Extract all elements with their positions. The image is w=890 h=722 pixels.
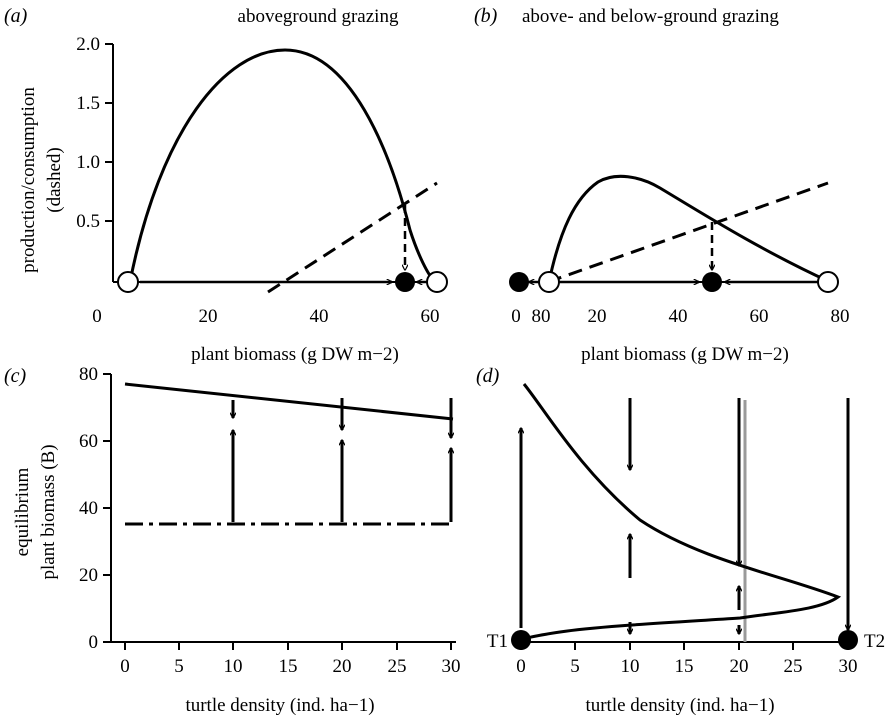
panel-c-xtick-label: 20 [333, 656, 352, 677]
panel-a-ytick-label: 2.0 [76, 34, 100, 55]
panel-a-xtick-label: 40 [310, 306, 329, 327]
panel-a-letter: (a) [4, 5, 28, 27]
panel-b-production-curve [547, 174, 831, 284]
panel-a-production-curve [128, 48, 437, 284]
panel-c-yticks: 0 20 40 60 80 [79, 364, 111, 653]
panel-b-equilibria [509, 271, 839, 293]
panel-a-xticks: 0 20 40 60 80 [92, 306, 550, 327]
panel-a-ytick-label: 0.5 [76, 211, 100, 232]
stable-equilibrium-point [509, 272, 529, 292]
panel-c-ylabel-line1: equilibrium [12, 467, 33, 556]
panel-b-xtick-label: 60 [750, 306, 769, 327]
panel-d-equilibrium-curve [520, 383, 842, 642]
point-t1-label: T1 [487, 631, 508, 652]
panel-b-xtick-label: 40 [669, 306, 688, 327]
point-t1 [511, 630, 531, 650]
panel-c-xlabel: turtle density (ind. ha−1) [185, 695, 374, 716]
panel-a-xtick-label: 0 [92, 306, 102, 327]
panel-c-stable-equilibrium-line [124, 382, 454, 421]
panel-c-xticks: 0 5 10 15 20 25 30 [120, 642, 461, 677]
panel-b-xticks: 0 20 40 60 80 [511, 306, 849, 327]
panel-b-xtick-label: 0 [511, 306, 521, 327]
panel-d-xtick-label: 10 [621, 656, 640, 677]
panel-a-title: aboveground grazing [238, 6, 399, 27]
panel-c-ytick-label: 0 [89, 632, 99, 653]
panel-d-xticks: 0 5 10 15 20 25 30 [516, 642, 858, 677]
panel-a-ylabel-line1: production/consumption [18, 87, 39, 273]
panel-a-xtick-label: 20 [199, 306, 218, 327]
unstable-equilibrium-point [117, 271, 139, 293]
panel-b-title: above- and below-ground grazing [522, 6, 779, 27]
panel-b-xtick-label: 80 [831, 306, 850, 327]
panel-c-ytick-label: 40 [79, 498, 98, 519]
panel-d-xtick-label: 20 [730, 656, 749, 677]
panel-a: (a) aboveground grazing production/consu… [4, 5, 551, 365]
panel-a-equilibria [117, 271, 448, 293]
panel-d-xlabel: turtle density (ind. ha−1) [585, 695, 774, 716]
panel-c-curves [124, 382, 454, 526]
stable-equilibrium-point [702, 272, 722, 292]
panel-a-xlabel: plant biomass (g DW m−2) [191, 344, 399, 365]
panel-d-xtick-label: 0 [516, 656, 526, 677]
panel-c-xtick-label: 10 [224, 656, 243, 677]
panel-d-xtick-label: 25 [784, 656, 803, 677]
panel-b: (b) above- and below-ground grazing 0 20… [474, 5, 850, 365]
point-t2-label: T2 [864, 631, 885, 652]
panel-a-xtick-label: 80 [532, 306, 551, 327]
panel-d: (d) 0 5 10 15 20 25 30 turtle density (i… [476, 365, 885, 716]
unstable-equilibrium-point [538, 271, 560, 293]
panel-c-letter: (c) [4, 365, 27, 387]
panel-a-curves [128, 48, 438, 294]
panel-c-ytick-label: 80 [79, 364, 98, 385]
panel-d-letter: (d) [476, 365, 500, 387]
panel-b-letter: (b) [474, 5, 498, 27]
unstable-equilibrium-point [426, 271, 448, 293]
stable-equilibrium-point [395, 272, 415, 292]
panel-c-xtick-label: 5 [174, 656, 184, 677]
panel-a-ytick-label: 1.5 [76, 93, 100, 114]
panel-d-points: T1 T2 [487, 630, 885, 652]
panel-c-xtick-label: 30 [442, 656, 461, 677]
panel-d-xtick-label: 30 [839, 656, 858, 677]
panel-a-yticks: 2.0 1.5 1.0 0.5 [76, 34, 113, 232]
panel-d-curves [520, 383, 848, 642]
panel-c: (c) equilibrium plant biomass (B) 0 20 4… [4, 364, 461, 716]
panel-c-ytick-label: 60 [79, 431, 98, 452]
panel-c-ylabel-line2: plant biomass (B) [38, 444, 59, 579]
panel-d-xtick-label: 15 [675, 656, 694, 677]
panel-a-ytick-label: 1.0 [76, 152, 100, 173]
panel-b-curves [529, 174, 831, 284]
panel-b-consumption-line [547, 181, 829, 284]
panel-a-ylabel-line2: (dashed) [44, 147, 65, 212]
panel-b-xlabel: plant biomass (g DW m−2) [581, 344, 789, 365]
panel-a-xtick-label: 60 [421, 306, 440, 327]
unstable-equilibrium-point [817, 271, 839, 293]
panel-c-ytick-label: 20 [79, 565, 98, 586]
panel-b-xtick-label: 20 [588, 306, 607, 327]
panel-c-xtick-label: 0 [120, 656, 130, 677]
panel-a-consumption-line [267, 181, 438, 294]
panel-c-xtick-label: 25 [388, 656, 407, 677]
point-t2 [838, 630, 858, 650]
panel-d-xtick-label: 5 [570, 656, 580, 677]
panel-c-xtick-label: 15 [279, 656, 298, 677]
